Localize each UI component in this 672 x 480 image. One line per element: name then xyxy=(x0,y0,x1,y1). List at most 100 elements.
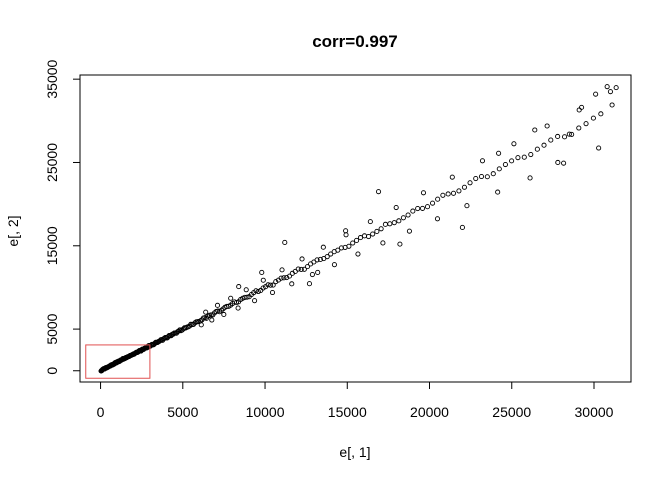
data-point xyxy=(435,196,441,202)
data-point xyxy=(405,212,411,218)
data-point xyxy=(367,219,373,225)
data-point xyxy=(253,288,259,294)
data-point xyxy=(544,123,550,129)
data-point xyxy=(295,266,301,272)
data-point xyxy=(343,228,349,234)
data-point xyxy=(534,146,540,152)
data-point xyxy=(598,111,604,117)
data-point xyxy=(380,240,386,246)
data-point xyxy=(260,285,266,291)
data-point xyxy=(335,247,341,253)
data-point xyxy=(354,237,360,243)
data-point xyxy=(382,221,388,227)
data-point xyxy=(301,266,307,272)
data-point xyxy=(576,125,582,131)
data-point xyxy=(532,127,538,133)
data-point xyxy=(456,188,462,194)
data-point xyxy=(255,288,261,295)
data-point xyxy=(366,234,372,240)
data-point xyxy=(440,192,446,198)
data-point xyxy=(177,327,183,333)
data-point xyxy=(350,240,356,246)
data-point xyxy=(511,141,517,147)
data-point xyxy=(397,241,403,247)
x-axis-label: e[, 1] xyxy=(339,444,370,460)
y-axis: 0 5000 15000 25000 35000 xyxy=(44,59,81,375)
data-point xyxy=(260,277,266,283)
data-point xyxy=(583,121,589,127)
data-point xyxy=(479,158,486,164)
data-point xyxy=(496,166,502,172)
data-point xyxy=(284,275,290,281)
data-point xyxy=(464,203,470,209)
data-point xyxy=(509,158,515,164)
data-point xyxy=(450,190,457,196)
data-point xyxy=(278,275,284,281)
data-point xyxy=(214,302,221,308)
x-tick-label: 0 xyxy=(97,404,105,420)
data-point xyxy=(375,189,382,195)
y-tick-label: 15000 xyxy=(44,226,60,265)
data-point xyxy=(593,91,599,97)
data-point xyxy=(490,171,496,177)
data-point xyxy=(555,159,561,166)
data-point xyxy=(467,180,473,186)
data-point xyxy=(579,104,585,110)
chart-title: corr=0.997 xyxy=(312,32,398,51)
data-point xyxy=(331,262,337,268)
x-tick-label: 25000 xyxy=(492,404,531,420)
data-point xyxy=(406,228,412,234)
data-point xyxy=(259,269,265,276)
data-point xyxy=(298,266,304,272)
data-point xyxy=(292,268,298,274)
data-point xyxy=(424,204,431,210)
data-point xyxy=(391,220,397,226)
data-point xyxy=(393,204,399,211)
data-point xyxy=(415,206,421,212)
data-point xyxy=(306,281,313,287)
data-point xyxy=(527,175,533,181)
data-point xyxy=(324,254,330,260)
x-tick-label: 10000 xyxy=(246,404,285,420)
data-point xyxy=(198,322,204,328)
data-point xyxy=(314,257,320,263)
data-point xyxy=(461,184,468,190)
x-axis: 0 5000 10000 15000 20000 25000 30000 xyxy=(97,381,614,420)
data-point xyxy=(273,279,279,285)
y-tick-label: 5000 xyxy=(44,313,60,344)
highlight-region xyxy=(85,344,151,379)
data-point xyxy=(590,115,596,121)
data-point xyxy=(410,208,416,214)
data-point xyxy=(449,174,455,180)
data-point xyxy=(343,232,349,238)
x-tick-label: 15000 xyxy=(328,404,367,420)
data-point xyxy=(613,85,619,91)
data-point xyxy=(279,267,285,273)
data-point xyxy=(420,190,427,196)
data-point xyxy=(609,102,615,108)
data-point xyxy=(268,282,274,288)
data-point xyxy=(235,305,241,311)
data-point xyxy=(528,151,534,158)
data-point xyxy=(315,269,321,276)
data-point xyxy=(357,235,364,241)
data-point xyxy=(304,264,311,270)
data-point xyxy=(236,284,242,290)
data-point xyxy=(203,309,209,315)
data-point xyxy=(521,154,527,160)
data-point xyxy=(430,200,436,206)
data-point xyxy=(370,231,376,237)
data-point xyxy=(496,150,502,156)
data-point xyxy=(387,221,393,227)
data-point xyxy=(374,228,380,234)
y-tick-label: 35000 xyxy=(44,59,60,98)
plot-box xyxy=(79,74,632,383)
data-point xyxy=(445,191,451,197)
data-point xyxy=(434,216,441,222)
data-point xyxy=(228,295,234,301)
data-point xyxy=(478,173,485,180)
data-point xyxy=(317,256,323,263)
data-point xyxy=(548,137,554,143)
data-point xyxy=(355,251,361,257)
